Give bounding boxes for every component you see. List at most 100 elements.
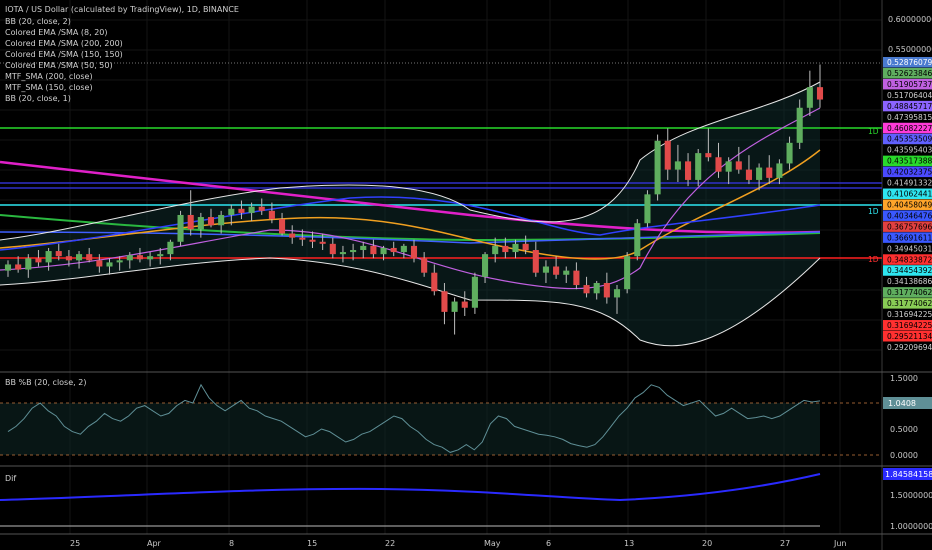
price-tag[interactable]	[883, 122, 932, 134]
price-tag[interactable]	[883, 155, 932, 167]
candle-body[interactable]	[136, 255, 143, 260]
legend[interactable]: IOTA / US Dollar (calculated by TradingV…	[5, 5, 239, 103]
time-axis[interactable]: 25 Apr 8 15 22 May 6 13 20 27 Jun	[70, 539, 847, 548]
candle-body[interactable]	[431, 272, 438, 292]
candle-body[interactable]	[563, 270, 570, 275]
candle-body[interactable]	[695, 153, 702, 180]
candle-body[interactable]	[451, 301, 458, 312]
candle-body[interactable]	[674, 161, 681, 170]
candle-body[interactable]	[512, 243, 519, 253]
candle-body[interactable]	[390, 247, 397, 253]
candle-body[interactable]	[725, 161, 732, 172]
candle-body[interactable]	[228, 208, 235, 215]
candle-body[interactable]	[65, 256, 72, 261]
candlestick-series[interactable]	[4, 64, 824, 335]
legend-item-mtf-200[interactable]: MTF_SMA (200, close)	[5, 72, 93, 81]
price-tag[interactable]	[883, 89, 932, 101]
candle-body[interactable]	[603, 283, 610, 298]
price-tag[interactable]	[883, 232, 932, 243]
price-tag[interactable]	[883, 243, 932, 254]
candle-body[interactable]	[268, 210, 275, 220]
candle-body[interactable]	[644, 194, 651, 224]
candle-body[interactable]	[776, 163, 783, 178]
candle-body[interactable]	[289, 233, 296, 238]
candle-body[interactable]	[86, 254, 93, 261]
candle-body[interactable]	[15, 264, 22, 270]
price-tag[interactable]	[883, 188, 932, 200]
candle-body[interactable]	[583, 285, 590, 294]
price-tag[interactable]	[883, 133, 932, 145]
candle-body[interactable]	[421, 258, 428, 273]
candle-body[interactable]	[654, 140, 661, 195]
candle-body[interactable]	[279, 219, 286, 234]
candle-body[interactable]	[664, 140, 671, 170]
candle-body[interactable]	[806, 87, 813, 108]
legend-item-bb[interactable]: BB (20, close, 2)	[5, 17, 71, 26]
price-tag[interactable]	[883, 199, 932, 210]
candle-body[interactable]	[177, 214, 184, 242]
candle-body[interactable]	[735, 161, 742, 170]
candle-body[interactable]	[715, 157, 722, 172]
candle-body[interactable]	[126, 255, 133, 261]
candle-body[interactable]	[207, 217, 215, 226]
candle-body[interactable]	[319, 241, 326, 244]
candle-body[interactable]	[106, 262, 113, 267]
legend-item-ema-150[interactable]: Colored EMA /SMA (150, 150)	[5, 50, 123, 59]
candle-body[interactable]	[400, 245, 407, 253]
candle-body[interactable]	[380, 247, 387, 255]
candle-body[interactable]	[492, 245, 499, 255]
candle-body[interactable]	[157, 254, 164, 257]
candle-body[interactable]	[258, 206, 265, 211]
price-tag[interactable]	[883, 287, 932, 298]
candle-body[interactable]	[248, 206, 255, 213]
price-tag[interactable]	[883, 298, 932, 309]
candle-body[interactable]	[218, 214, 225, 226]
candle-body[interactable]	[4, 264, 12, 271]
candle-body[interactable]	[756, 167, 763, 180]
price-tag[interactable]	[883, 254, 932, 265]
candle-body[interactable]	[766, 167, 773, 178]
bbpct-pane[interactable]: BB %B (20, close, 2) 1.5000 0.5000 0.000…	[0, 374, 932, 460]
candle-body[interactable]	[685, 161, 692, 180]
price-tag[interactable]	[883, 341, 932, 353]
legend-item-mtf-150[interactable]: MTF_SMA (150, close)	[5, 83, 93, 92]
candle-body[interactable]	[45, 251, 52, 263]
price-tag[interactable]	[883, 221, 932, 232]
legend-item-ema-50[interactable]: Colored EMA /SMA (50, 50)	[5, 61, 113, 70]
candle-body[interactable]	[786, 142, 793, 164]
candle-body[interactable]	[553, 266, 560, 275]
legend-item-bb-1[interactable]: BB (20, close, 1)	[5, 94, 71, 103]
candle-body[interactable]	[167, 241, 174, 255]
candle-body[interactable]	[461, 301, 468, 308]
candle-body[interactable]	[96, 260, 103, 267]
price-tag[interactable]	[883, 57, 932, 68]
candle-body[interactable]	[350, 250, 357, 253]
candle-body[interactable]	[573, 270, 580, 286]
price-tag[interactable]	[883, 166, 932, 178]
candle-body[interactable]	[147, 256, 154, 260]
price-tag[interactable]	[883, 78, 932, 90]
legend-item-ema-200[interactable]: Colored EMA /SMA (200, 200)	[5, 39, 123, 48]
candle-body[interactable]	[76, 254, 83, 261]
candle-body[interactable]	[329, 243, 336, 255]
price-tag[interactable]	[883, 100, 932, 112]
candle-body[interactable]	[593, 283, 600, 294]
price-tag[interactable]	[883, 210, 932, 221]
candle-body[interactable]	[532, 250, 539, 273]
candle-body[interactable]	[309, 239, 316, 242]
price-tag[interactable]	[883, 309, 932, 320]
bbpct-label[interactable]: BB %B (20, close, 2)	[5, 378, 86, 387]
price-tag[interactable]	[883, 177, 932, 189]
candle-body[interactable]	[35, 258, 42, 263]
candle-body[interactable]	[705, 153, 712, 158]
candle-body[interactable]	[441, 291, 448, 312]
candle-body[interactable]	[360, 245, 367, 251]
price-tag[interactable]	[883, 67, 932, 79]
candle-body[interactable]	[238, 208, 245, 213]
candle-body[interactable]	[816, 87, 824, 100]
candle-body[interactable]	[339, 252, 346, 255]
dif-label[interactable]: Dif	[5, 474, 16, 483]
legend-item-ema-8[interactable]: Colored EMA /SMA (8, 20)	[5, 28, 108, 37]
